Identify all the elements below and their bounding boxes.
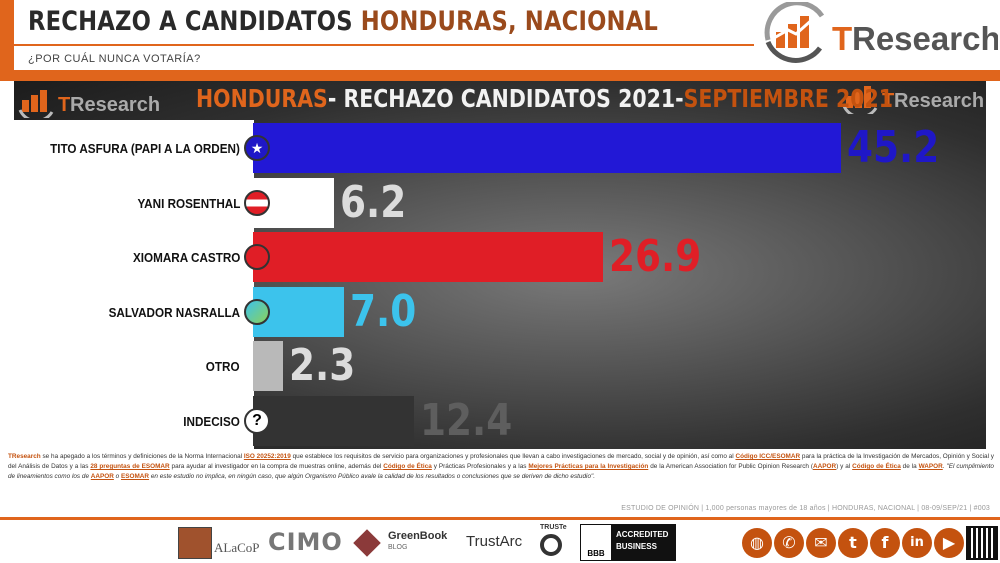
- footer-brand: TResearch: [8, 453, 41, 460]
- page-subtitle: ¿POR CUÁL NUNCA VOTARÍA?: [28, 53, 201, 65]
- red-white-stripes-icon: [244, 189, 270, 216]
- footer-text-3: para la práctica de la Investigación de …: [8, 453, 994, 470]
- aapor-link[interactable]: AAPOR: [813, 463, 837, 470]
- question-icon: ?: [244, 407, 270, 434]
- esomar-28-link[interactable]: 28 preguntas de ESOMAR: [90, 463, 170, 470]
- twitter-icon[interactable]: t: [838, 528, 868, 558]
- facebook-icon[interactable]: f: [870, 528, 900, 558]
- chart-title: HONDURAS- RECHAZO CANDIDATOS 2021-SEPTIE…: [196, 84, 893, 113]
- data-label: 6.2: [339, 176, 406, 228]
- panel-logo-right: T Research: [842, 86, 984, 114]
- category-label: XIOMARA CASTRO: [132, 250, 240, 265]
- truste-seal-icon: [540, 534, 562, 556]
- footer-text-10: o: [113, 473, 121, 480]
- email-icon[interactable]: ✉: [806, 528, 836, 558]
- alacop-logo: ALaCoP: [214, 540, 260, 555]
- ethics-code-link-2[interactable]: Código de Ética: [852, 463, 901, 470]
- title-accent: HONDURAS, NACIONAL: [360, 6, 659, 37]
- aapor-link-2[interactable]: AAPOR: [90, 473, 114, 480]
- logo-research: Research: [852, 20, 998, 57]
- globe-icon[interactable]: ◍: [742, 528, 772, 558]
- svg-text:T: T: [58, 94, 70, 116]
- chart-title-part-3: SEPTIEMBRE 2021: [683, 84, 894, 113]
- category-label-column: [14, 120, 254, 449]
- iso-link[interactable]: ISO 20252:2019: [243, 453, 291, 460]
- svg-text:Research: Research: [70, 94, 160, 116]
- esomar-link[interactable]: ESOMAR: [120, 473, 150, 480]
- legal-disclaimer: TResearch se ha apegado a los términos y…: [8, 452, 994, 482]
- data-label: 7.0: [350, 285, 417, 337]
- footer-text-4: para ayudar al investigador en la compra…: [169, 463, 384, 470]
- category-label: TITO ASFURA (PAPI A LA ORDEN): [50, 141, 240, 156]
- qr-code-icon[interactable]: [966, 526, 998, 560]
- star-icon: ★: [244, 135, 270, 161]
- greenbook-mark-icon: [353, 529, 381, 557]
- data-label: 45.2: [846, 122, 939, 173]
- bbb-text: BBB: [580, 524, 612, 561]
- tresearch-logo: T Research: [764, 2, 998, 63]
- footer-text-9: . "El cumplimiento de lineamientos como …: [8, 463, 994, 480]
- libre-icon: [244, 244, 270, 270]
- logo-mark-icon: [764, 2, 825, 63]
- greenbook-sub: BLOG: [388, 544, 408, 551]
- data-label: 12.4: [420, 394, 513, 446]
- data-label: 2.3: [288, 340, 356, 391]
- bar: [253, 232, 603, 282]
- category-label: SALVADOR NASRALLA: [108, 304, 240, 320]
- bbb-business: BUSINESS: [616, 542, 657, 551]
- left-accent-bar: [0, 0, 14, 70]
- footer-text-1: se ha apegado a los términos y definicio…: [40, 453, 244, 460]
- trustarc-logo: TrustArc: [466, 533, 523, 550]
- icc-link[interactable]: Código ICC/ESOMAR: [735, 453, 801, 460]
- greenbook-logo: GreenBook: [388, 530, 448, 542]
- chart-title-part-1: HONDURAS: [196, 84, 328, 113]
- title-main: RECHAZO A CANDIDATOS: [28, 6, 353, 37]
- footer-text-7: ) y al: [836, 463, 853, 470]
- svg-text:T: T: [882, 90, 894, 112]
- linkedin-icon[interactable]: in: [902, 528, 932, 558]
- truste-logo: TRUSTe: [540, 524, 567, 531]
- wapor-link[interactable]: WAPOR: [918, 463, 943, 470]
- bar: [253, 123, 841, 173]
- bbb-badge: BBB ACCREDITED BUSINESS: [580, 524, 676, 561]
- footer-text-8: de la: [900, 463, 919, 470]
- salvador-icon: [244, 298, 270, 325]
- logo-t: T: [832, 20, 852, 57]
- category-label: INDECISO: [183, 413, 240, 429]
- footer-text-6: de la American Association for Public Op…: [648, 463, 814, 470]
- bottom-orange-line: [0, 517, 1000, 520]
- panel-logo-left: T Research: [18, 90, 160, 118]
- title-underline: [14, 44, 754, 46]
- cimo-logo: CIMO: [268, 528, 343, 556]
- chart-title-part-2: - RECHAZO CANDIDATOS 2021-: [327, 84, 684, 113]
- footer-text-5: y Prácticas Profesionales y a las: [431, 463, 529, 470]
- youtube-icon[interactable]: ▶: [934, 528, 964, 558]
- category-label: YANI ROSENTHAL: [137, 195, 240, 211]
- footer-text-2: que establece los requisitos de servicio…: [290, 453, 736, 460]
- bar: [253, 341, 283, 391]
- footer-text-11: en este estudio no implica, en ningún ca…: [149, 473, 596, 480]
- category-label: OTRO: [206, 359, 240, 374]
- ethics-code-link[interactable]: Código de Ética: [383, 463, 432, 470]
- best-practices-link[interactable]: Mejores Prácticas para la Investigación: [528, 463, 649, 470]
- phone-icon[interactable]: ✆: [774, 528, 804, 558]
- study-info: ESTUDIO DE OPINIÓN | 1,000 personas mayo…: [621, 505, 990, 512]
- orange-band: [0, 70, 1000, 81]
- alacop-emblem-icon: [178, 527, 212, 559]
- svg-text:Research: Research: [894, 90, 984, 112]
- bbb-accredited: ACCREDITED: [616, 530, 669, 539]
- page-title: RECHAZO A CANDIDATOS HONDURAS, NACIONAL: [28, 6, 658, 37]
- bar: [253, 395, 415, 446]
- data-label: 26.9: [608, 231, 701, 282]
